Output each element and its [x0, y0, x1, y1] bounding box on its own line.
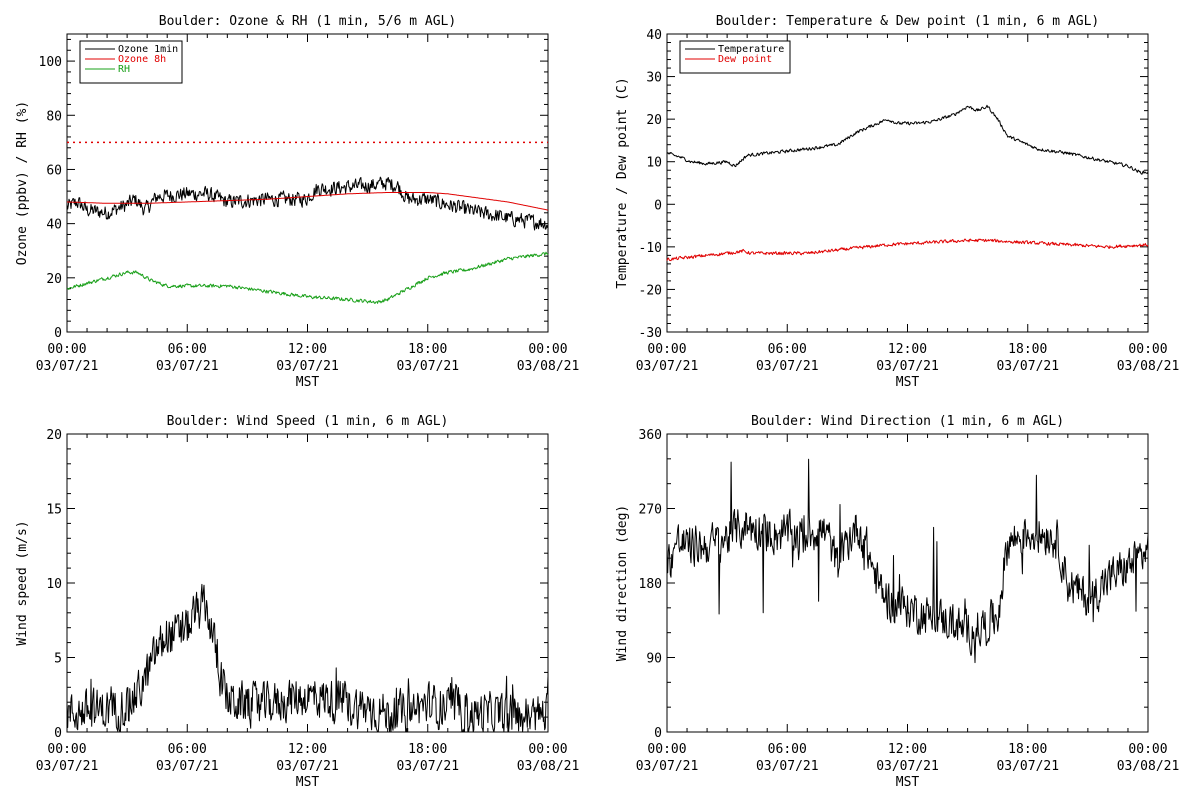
x-tick-date: 03/07/21	[156, 359, 219, 374]
y-tick-label: 60	[46, 163, 62, 178]
series-line	[66, 583, 549, 733]
x-tick-time: 06:00	[168, 742, 207, 757]
x-tick-date: 03/07/21	[636, 759, 699, 774]
x-tick-time: 12:00	[288, 342, 327, 357]
y-tick-label: 90	[646, 652, 662, 667]
series-line	[666, 458, 1149, 664]
y-tick-label: 30	[646, 71, 662, 86]
y-tick-label: 10	[646, 156, 662, 171]
x-axis-label: MST	[896, 375, 920, 390]
y-tick-label: 40	[646, 28, 662, 43]
legend-entry: Ozone 1min	[118, 44, 178, 55]
chart-title: Boulder: Ozone & RH (1 min, 5/6 m AGL)	[159, 14, 456, 29]
y-tick-label: -10	[639, 241, 662, 256]
x-tick-date: 03/07/21	[876, 359, 939, 374]
y-tick-label: 180	[639, 577, 662, 592]
x-tick-date: 03/08/21	[517, 359, 580, 374]
x-tick-date: 03/07/21	[36, 359, 99, 374]
x-tick-time: 06:00	[768, 342, 807, 357]
y-tick-label: 270	[639, 503, 662, 518]
x-tick-date: 03/07/21	[756, 759, 819, 774]
x-tick-time: 00:00	[1128, 742, 1167, 757]
legend-entry: Temperature	[718, 44, 784, 55]
x-tick-date: 03/07/21	[996, 759, 1059, 774]
chart-panel-1: Boulder: Ozone & RH (1 min, 5/6 m AGL) 0 2…	[15, 14, 579, 390]
x-tick-time: 00:00	[1128, 342, 1167, 357]
series-rh	[66, 251, 549, 304]
x-tick-date: 03/07/21	[396, 759, 459, 774]
x-tick-date: 03/07/21	[396, 359, 459, 374]
series-ozone-1min	[66, 176, 549, 231]
x-tick-date: 03/07/21	[36, 759, 99, 774]
legend-entry: RH	[118, 64, 130, 75]
y-tick-label: 10	[46, 577, 62, 592]
chart-title: Boulder: Temperature & Dew point (1 min,…	[716, 14, 1100, 29]
chart-title: Boulder: Wind Direction (1 min, 6 m AGL)	[751, 414, 1064, 429]
x-tick-time: 00:00	[528, 742, 567, 757]
x-tick-date: 03/07/21	[636, 359, 699, 374]
x-tick-time: 06:00	[168, 342, 207, 357]
series-ozone-8h	[67, 192, 549, 211]
x-axis-label: MST	[296, 775, 320, 790]
chart-panel-2: Boulder: Temperature & Dew point (1 min,…	[615, 14, 1179, 390]
plot-frame	[666, 33, 1149, 333]
chart-title: Boulder: Wind Speed (1 min, 6 m AGL)	[167, 414, 449, 429]
legend-box	[679, 40, 791, 74]
x-tick-time: 18:00	[1008, 742, 1047, 757]
y-tick-label: 20	[646, 113, 662, 128]
y-axis-label: Temperature / Dew point (C)	[615, 77, 630, 288]
legend-entry: Dew point	[718, 54, 772, 65]
x-tick-time: 12:00	[288, 742, 327, 757]
series-dew-point	[666, 238, 1149, 262]
x-tick-date: 03/07/21	[996, 359, 1059, 374]
x-tick-date: 03/07/21	[276, 759, 339, 774]
x-tick-date: 03/07/21	[156, 759, 219, 774]
y-tick-label: 15	[46, 503, 62, 518]
y-tick-label: 0	[54, 326, 62, 341]
y-tick-label: -20	[639, 283, 662, 298]
chart-panel-3: Boulder: Wind Speed (1 min, 6 m AGL) 0 5 10…	[15, 414, 579, 790]
y-tick-label: 5	[54, 652, 62, 667]
chart-panel-4: Boulder: Wind Direction (1 min, 6 m AGL)…	[615, 414, 1179, 790]
y-tick-label: -30	[639, 326, 662, 341]
x-tick-time: 12:00	[888, 342, 927, 357]
y-tick-label: 0	[54, 726, 62, 741]
x-axis-label: MST	[296, 375, 320, 390]
series-temperature	[666, 104, 1149, 175]
x-tick-date: 03/08/21	[1117, 359, 1180, 374]
y-tick-label: 0	[654, 198, 662, 213]
y-tick-label: 100	[39, 55, 62, 70]
x-tick-time: 18:00	[408, 342, 447, 357]
y-axis-label: Wind direction (deg)	[615, 505, 630, 662]
x-tick-date: 03/07/21	[276, 359, 339, 374]
y-tick-label: 20	[46, 428, 62, 443]
x-tick-date: 03/08/21	[517, 759, 580, 774]
x-tick-time: 18:00	[408, 742, 447, 757]
y-tick-label: 40	[46, 218, 62, 233]
x-tick-time: 00:00	[47, 742, 86, 757]
y-tick-label: 0	[654, 726, 662, 741]
x-tick-time: 00:00	[47, 342, 86, 357]
y-tick-label: 80	[46, 109, 62, 124]
x-tick-time: 00:00	[647, 342, 686, 357]
x-axis-label: MST	[896, 775, 920, 790]
legend-entry: Ozone 8h	[118, 54, 166, 65]
x-tick-date: 03/07/21	[876, 759, 939, 774]
x-tick-date: 03/08/21	[1117, 759, 1180, 774]
x-tick-time: 18:00	[1008, 342, 1047, 357]
x-tick-date: 03/07/21	[756, 359, 819, 374]
x-tick-time: 06:00	[768, 742, 807, 757]
y-tick-label: 20	[46, 272, 62, 287]
x-tick-time: 00:00	[647, 742, 686, 757]
y-tick-label: 360	[639, 428, 662, 443]
legend-box	[79, 40, 183, 84]
x-tick-time: 12:00	[888, 742, 927, 757]
y-axis-label: Ozone (ppbv) / RH (%)	[15, 101, 30, 265]
x-tick-time: 00:00	[528, 342, 567, 357]
y-axis-label: Wind speed (m/s)	[15, 520, 30, 645]
